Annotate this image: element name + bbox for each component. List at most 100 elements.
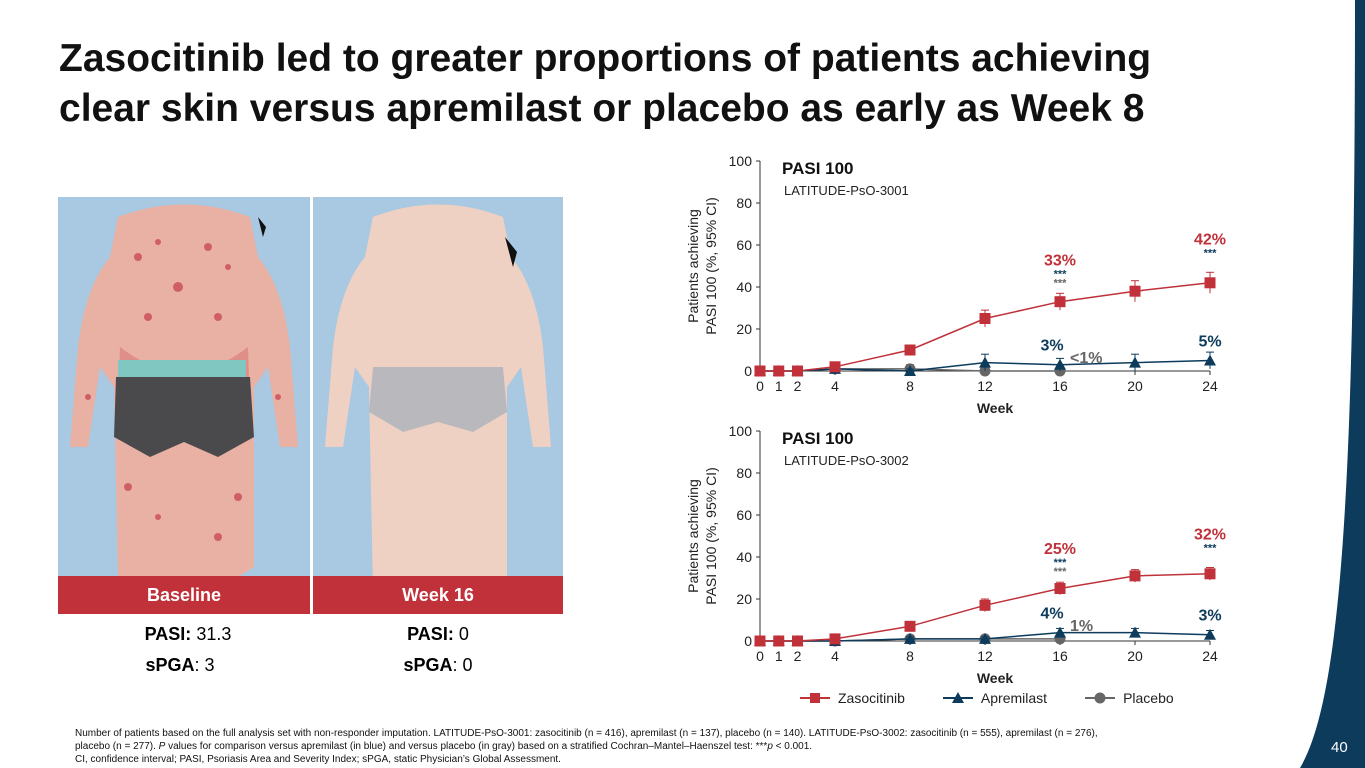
data-label: 5% bbox=[1198, 334, 1221, 351]
data-label: 1% bbox=[1070, 618, 1093, 635]
data-label: 25% bbox=[1044, 541, 1076, 558]
data-point-zasocitinib bbox=[754, 635, 766, 647]
x-tick-label: 2 bbox=[794, 378, 802, 394]
significance-vs-apremilast: *** bbox=[1054, 557, 1068, 569]
baseline-patient-image bbox=[58, 197, 310, 614]
significance-vs-placebo: *** bbox=[1054, 277, 1068, 289]
y-tick-label: 40 bbox=[736, 279, 752, 295]
y-axis-label-line-2: PASI 100 (%, 95% CI) bbox=[703, 467, 719, 604]
data-point-zasocitinib bbox=[1129, 285, 1141, 297]
x-tick-label: 8 bbox=[906, 648, 914, 664]
legend-placebo: Placebo bbox=[1085, 690, 1174, 706]
footnote-line-2: placebo (n = 277). P values for comparis… bbox=[75, 741, 813, 752]
significance-vs-apremilast: *** bbox=[1204, 543, 1218, 555]
data-point-zasocitinib bbox=[1204, 277, 1216, 289]
pasi-value: 0 bbox=[458, 624, 469, 644]
pasi-value: 31.3 bbox=[196, 624, 232, 644]
y-tick-label: 80 bbox=[736, 465, 752, 481]
x-tick-label: 8 bbox=[906, 378, 914, 394]
y-tick-label: 20 bbox=[736, 591, 752, 607]
y-axis-label-line-1: Patients achieving bbox=[685, 479, 701, 593]
y-tick-label: 40 bbox=[736, 549, 752, 565]
week16-label: Week 16 bbox=[313, 576, 563, 614]
significance-vs-apremilast: *** bbox=[1054, 268, 1068, 280]
x-tick-label: 1 bbox=[775, 648, 783, 664]
data-point-zasocitinib bbox=[1054, 583, 1066, 594]
data-point-zasocitinib bbox=[773, 635, 785, 647]
y-axis-label-line-1: Patients achieving bbox=[685, 209, 701, 323]
significance-vs-placebo: *** bbox=[1054, 566, 1068, 578]
data-point-zasocitinib bbox=[1129, 570, 1141, 582]
x-tick-label: 24 bbox=[1202, 378, 1218, 394]
data-point-apremilast bbox=[1204, 628, 1216, 640]
x-tick-label: 16 bbox=[1052, 378, 1068, 394]
data-label: 3% bbox=[1040, 338, 1063, 355]
data-point-apremilast bbox=[904, 632, 916, 644]
x-tick-label: 12 bbox=[977, 648, 993, 664]
data-point-apremilast bbox=[1054, 626, 1066, 638]
spga-label: sPGA bbox=[403, 655, 453, 675]
x-tick-label: 0 bbox=[756, 378, 764, 394]
chart-title: PASI 100 bbox=[782, 159, 854, 178]
baseline-spga: sPGA: 3 bbox=[80, 655, 280, 676]
data-point-apremilast bbox=[979, 632, 991, 644]
footnote-line-3: CI, confidence interval; PASI, Psoriasis… bbox=[75, 754, 561, 765]
data-point-zasocitinib bbox=[904, 344, 916, 356]
chart-legend: Zasocitinib Apremilast Placebo bbox=[800, 690, 1174, 706]
legend-apremilast: Apremilast bbox=[942, 690, 1048, 706]
data-point-zasocitinib bbox=[979, 313, 991, 324]
week16-patient-image bbox=[313, 197, 563, 614]
week16-spga: sPGA: 0 bbox=[338, 655, 538, 676]
data-point-apremilast bbox=[904, 365, 916, 376]
week16-pasi: PASI: 0 bbox=[338, 624, 538, 645]
x-axis-label: Week bbox=[977, 400, 1014, 416]
page-number: 40 bbox=[1331, 739, 1348, 756]
y-tick-label: 60 bbox=[736, 507, 752, 523]
data-point-zasocitinib bbox=[904, 620, 916, 632]
spga-label: sPGA bbox=[145, 655, 195, 675]
data-label: 32% bbox=[1194, 527, 1226, 544]
data-point-zasocitinib bbox=[792, 635, 803, 647]
pasi-label: PASI: bbox=[144, 624, 192, 644]
y-axis-label-line-2: PASI 100 (%, 95% CI) bbox=[703, 197, 719, 334]
data-point-zasocitinib bbox=[1054, 296, 1066, 308]
y-axis-label: Patients achieving PASI 100 (%, 95% CI) bbox=[685, 467, 719, 604]
data-point-apremilast bbox=[979, 356, 991, 368]
week16-photo: Week 16 bbox=[313, 197, 563, 614]
data-label: 33% bbox=[1044, 252, 1076, 269]
y-tick-label: 80 bbox=[736, 195, 752, 211]
x-tick-label: 12 bbox=[977, 378, 993, 394]
legend-label: Apremilast bbox=[980, 690, 1048, 706]
data-point-zasocitinib bbox=[829, 633, 841, 645]
x-tick-label: 4 bbox=[831, 378, 839, 394]
chart-title: PASI 100 bbox=[782, 429, 854, 448]
chart-subtitle: LATITUDE-PsO-3002 bbox=[784, 453, 909, 468]
baseline-photo: Baseline bbox=[58, 197, 310, 614]
y-axis-label: Patients achieving PASI 100 (%, 95% CI) bbox=[685, 197, 719, 334]
data-point-zasocitinib bbox=[792, 365, 803, 377]
x-tick-label: 20 bbox=[1127, 378, 1143, 394]
data-point-zasocitinib bbox=[773, 365, 785, 377]
significance-vs-apremilast: *** bbox=[1204, 247, 1218, 259]
data-label: 3% bbox=[1198, 608, 1221, 625]
legend-circle-marker-icon bbox=[1085, 692, 1116, 704]
baseline-label: Baseline bbox=[58, 576, 310, 614]
x-axis-label: Week bbox=[977, 670, 1014, 686]
y-tick-label: 0 bbox=[744, 633, 752, 649]
y-tick-label: 100 bbox=[729, 423, 753, 439]
x-tick-label: 1 bbox=[775, 378, 783, 394]
legend-zasocitinib: Zasocitinib bbox=[800, 690, 905, 706]
spga-value: : 3 bbox=[194, 655, 215, 675]
x-tick-label: 24 bbox=[1202, 648, 1218, 664]
data-point-apremilast bbox=[1054, 358, 1066, 370]
page-title: Zasocitinib led to greater proportions o… bbox=[59, 37, 1152, 130]
y-tick-label: 20 bbox=[736, 321, 752, 337]
x-tick-label: 16 bbox=[1052, 648, 1068, 664]
data-point-zasocitinib bbox=[979, 599, 991, 611]
data-label: 4% bbox=[1040, 606, 1063, 623]
data-label: <1% bbox=[1070, 350, 1102, 367]
pasi-label: PASI: bbox=[407, 624, 454, 644]
x-tick-label: 20 bbox=[1127, 648, 1143, 664]
